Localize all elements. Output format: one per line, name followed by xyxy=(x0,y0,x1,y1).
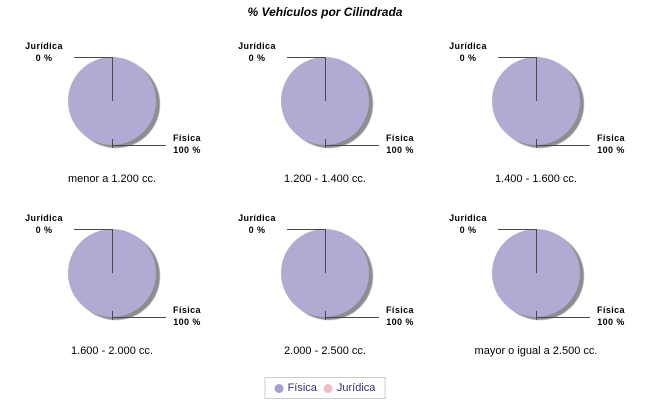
slice-name: Jurídica xyxy=(238,41,276,51)
fisica-callout-line xyxy=(536,317,590,318)
slice-boundary-line xyxy=(536,229,537,273)
fisica-callout-line xyxy=(536,145,590,146)
slice-boundary-line xyxy=(325,57,326,101)
fisica-slice-label: Física 100 % xyxy=(586,132,636,156)
legend-item-fisica: Física xyxy=(274,382,317,394)
slice-name: Jurídica xyxy=(25,213,63,223)
slice-value: 0 % xyxy=(248,225,266,235)
juridica-slice-label: Jurídica 0 % xyxy=(14,212,74,236)
fisica-callout-line xyxy=(325,145,379,146)
slice-value: 100 % xyxy=(173,145,201,155)
bottom-axis-tick xyxy=(325,139,326,148)
juridica-slice-label: Jurídica 0 % xyxy=(438,40,498,64)
fisica-slice-label: Física 100 % xyxy=(162,132,212,156)
slice-name: Física xyxy=(386,305,414,315)
fisica-slice-label: Física 100 % xyxy=(375,304,425,328)
juridica-slice-label: Jurídica 0 % xyxy=(14,40,74,64)
slice-name: Física xyxy=(386,133,414,143)
slice-value: 100 % xyxy=(173,317,201,327)
juridica-slice-label: Jurídica 0 % xyxy=(227,212,287,236)
pie-chart-cell-3: Jurídica 0 % Física 100 % 1.400 - 1.600 … xyxy=(428,35,644,205)
juridica-callout-line xyxy=(498,57,536,58)
slice-value: 0 % xyxy=(35,225,53,235)
legend-label: Jurídica xyxy=(336,382,376,394)
fisica-callout-line xyxy=(112,317,166,318)
juridica-swatch-icon xyxy=(323,383,333,393)
juridica-callout-line xyxy=(498,229,536,230)
slice-name: Jurídica xyxy=(449,41,487,51)
slice-name: Jurídica xyxy=(238,213,276,223)
juridica-slice-label: Jurídica 0 % xyxy=(227,40,287,64)
slice-boundary-line xyxy=(325,229,326,273)
fisica-slice-label: Física 100 % xyxy=(586,304,636,328)
bottom-axis-tick xyxy=(112,139,113,148)
slice-value: 100 % xyxy=(597,145,625,155)
slice-value: 100 % xyxy=(386,317,414,327)
slice-name: Física xyxy=(597,305,625,315)
bottom-axis-tick xyxy=(325,311,326,320)
chart-caption: 1.600 - 2.000 cc. xyxy=(71,345,153,357)
pie-chart-cell-1: Jurídica 0 % Física 100 % menor a 1.200 … xyxy=(4,35,220,205)
fisica-slice-label: Física 100 % xyxy=(162,304,212,328)
slice-name: Jurídica xyxy=(449,213,487,223)
slice-name: Física xyxy=(173,305,201,315)
slice-boundary-line xyxy=(536,57,537,101)
slice-value: 100 % xyxy=(597,317,625,327)
pie-chart-cell-5: Jurídica 0 % Física 100 % 2.000 - 2.500 … xyxy=(217,207,433,377)
bottom-axis-tick xyxy=(112,311,113,320)
slice-value: 0 % xyxy=(248,53,266,63)
slice-name: Jurídica xyxy=(25,41,63,51)
chart-title: % Vehículos por Cilindrada xyxy=(247,5,403,19)
chart-caption: mayor o igual a 2.500 cc. xyxy=(474,345,598,357)
slice-value: 0 % xyxy=(35,53,53,63)
pie-chart-cell-4: Jurídica 0 % Física 100 % 1.600 - 2.000 … xyxy=(4,207,220,377)
fisica-callout-line xyxy=(112,145,166,146)
fisica-callout-line xyxy=(325,317,379,318)
legend-item-juridica: Jurídica xyxy=(323,382,376,394)
pie-chart-cell-2: Jurídica 0 % Física 100 % 1.200 - 1.400 … xyxy=(217,35,433,205)
juridica-callout-line xyxy=(287,57,325,58)
legend: Física Jurídica xyxy=(264,377,386,399)
slice-name: Física xyxy=(173,133,201,143)
fisica-swatch-icon xyxy=(274,383,284,393)
fisica-slice-label: Física 100 % xyxy=(375,132,425,156)
juridica-callout-line xyxy=(74,57,112,58)
bottom-axis-tick xyxy=(536,311,537,320)
bottom-axis-tick xyxy=(536,139,537,148)
slice-boundary-line xyxy=(112,229,113,273)
juridica-callout-line xyxy=(287,229,325,230)
chart-caption: 1.400 - 1.600 cc. xyxy=(495,173,577,185)
slice-boundary-line xyxy=(112,57,113,101)
chart-caption: menor a 1.200 cc. xyxy=(67,173,157,185)
juridica-callout-line xyxy=(74,229,112,230)
legend-label: Física xyxy=(287,382,317,394)
juridica-slice-label: Jurídica 0 % xyxy=(438,212,498,236)
slice-value: 0 % xyxy=(459,225,477,235)
slice-value: 0 % xyxy=(459,53,477,63)
slice-value: 100 % xyxy=(386,145,414,155)
slice-name: Física xyxy=(597,133,625,143)
chart-caption: 1.200 - 1.400 cc. xyxy=(284,173,366,185)
chart-caption: 2.000 - 2.500 cc. xyxy=(284,345,366,357)
pie-chart-cell-6: Jurídica 0 % Física 100 % mayor o igual … xyxy=(428,207,644,377)
